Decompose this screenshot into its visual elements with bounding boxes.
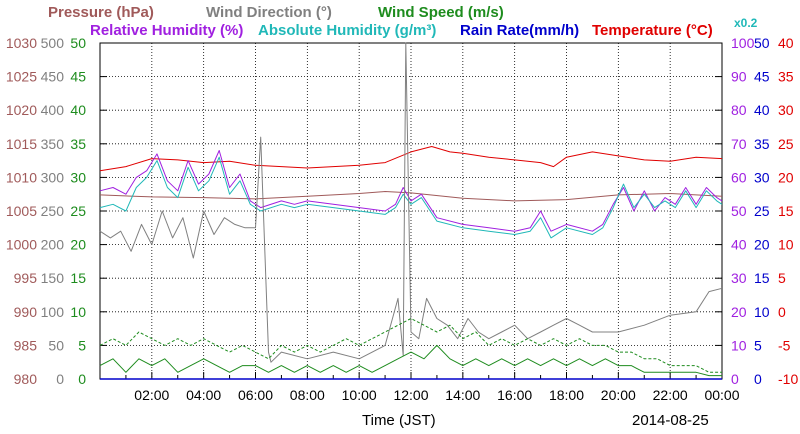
temp-tick-label: -5 [778,337,791,353]
wind_speed-tick-label: 40 [70,102,86,118]
rh-tick-label: 0 [731,371,739,387]
wind_direction-tick-label: 0 [56,371,64,387]
rain-tick-label: 0 [754,371,762,387]
temp-tick-label: 5 [778,270,786,286]
series-wind_direction [99,42,723,363]
wind_speed-tick-label: 30 [70,169,86,185]
legend-rh: Relative Humidity (%) [90,22,243,39]
temp-tick-label: 10 [778,237,794,253]
rain-tick-label: 45 [754,69,770,85]
x-tick-label: 22:00 [653,387,688,403]
legend-rain: Rain Rate(mm/h) [460,22,579,39]
legend-ah: Absolute Humidity (g/m³) [258,22,436,39]
wind_direction-tick-label: 150 [41,270,65,286]
wind_speed-tick-label: 20 [70,237,86,253]
pressure-tick-label: 1015 [6,136,37,152]
x-tick-label: 06:00 [238,387,273,403]
rh-tick-label: 50 [731,203,747,219]
wind_speed-tick-label: 25 [70,203,86,219]
pressure-tick-label: 980 [14,371,38,387]
date-label: 2014-08-25 [632,412,709,429]
rain-tick-label: 10 [754,304,770,320]
rh-tick-label: 60 [731,169,747,185]
wind_direction-tick-label: 300 [41,169,65,185]
rain-tick-label: 15 [754,270,770,286]
rh-tick-label: 10 [731,337,747,353]
temp-tick-label: 0 [778,304,786,320]
wind_direction-tick-label: 100 [41,304,65,320]
rh-tick-label: 40 [731,237,747,253]
grid [100,43,722,379]
pressure-tick-label: 1005 [6,203,37,219]
pressure-tick-label: 995 [14,270,38,286]
rh-tick-label: 20 [731,304,747,320]
rh-tick-label: 80 [731,102,747,118]
x-tick-label: 20:00 [601,387,636,403]
temp-tick-label: 25 [778,136,794,152]
pressure-tick-label: 1000 [6,237,37,253]
wind_speed-tick-label: 0 [78,371,86,387]
legend-temp: Temperature (°C) [592,22,713,39]
series-group [99,42,723,380]
legend-wind-direction: Wind Direction (°) [206,4,332,21]
rain-tick-label: 50 [754,35,770,51]
wind_speed-tick-label: 45 [70,69,86,85]
x-tick-label: 16:00 [497,387,532,403]
rain-tick-label: 25 [754,203,770,219]
legend-ah-scale: x0.2 [734,16,758,30]
wind_speed-tick-label: 35 [70,136,86,152]
pressure-tick-label: 1020 [6,102,37,118]
x-tick-label: 00:00 [704,387,739,403]
series-pressure [99,191,723,202]
pressure-tick-label: 985 [14,337,38,353]
temp-tick-label: 30 [778,102,794,118]
legend-wind-speed: Wind Speed (m/s) [378,4,504,21]
pressure-tick-label: 1030 [6,35,37,51]
rain-tick-label: 20 [754,237,770,253]
rh-tick-label: 70 [731,136,747,152]
temp-tick-label: -10 [778,371,798,387]
temp-tick-label: 35 [778,69,794,85]
temp-tick-label: 15 [778,203,794,219]
temp-tick-label: 40 [778,35,794,51]
wind_direction-tick-label: 500 [41,35,65,51]
rain-tick-label: 35 [754,136,770,152]
x-tick-label: 12:00 [393,387,428,403]
series-wind_speed [99,344,722,377]
legend-pressure: Pressure (hPa) [48,4,154,21]
rh-tick-label: 30 [731,270,747,286]
x-tick-label: 10:00 [342,387,377,403]
wind_direction-tick-label: 450 [41,69,65,85]
wind_direction-tick-label: 200 [41,237,65,253]
x-axis-label: Time (JST) [362,412,436,429]
wind_direction-tick-label: 400 [41,102,65,118]
x-tick-label: 14:00 [445,387,480,403]
wind_speed-tick-label: 15 [70,270,86,286]
x-tick-label: 18:00 [549,387,584,403]
wind_speed-tick-label: 10 [70,304,86,320]
x-tick-label: 08:00 [290,387,325,403]
rh-tick-label: 90 [731,69,747,85]
wind_direction-tick-label: 50 [48,337,64,353]
tick-labels: 02:00 04:00 06:00 08:00 10:00 12:00 14:00 16:00… [6,35,799,403]
rh-tick-label: 100 [731,35,755,51]
pressure-tick-label: 1010 [6,169,37,185]
x-tick-label: 02:00 [134,387,169,403]
wind_speed-tick-label: 5 [78,337,86,353]
wind_speed-tick-label: 50 [70,35,86,51]
wind_direction-tick-label: 350 [41,136,65,152]
series-ah [99,156,723,239]
x-tick-label: 04:00 [186,387,221,403]
rain-tick-label: 40 [754,102,770,118]
wind_direction-tick-label: 250 [41,203,65,219]
pressure-tick-label: 1025 [6,69,37,85]
series-temp [99,146,723,172]
series-wind_gust [99,318,722,373]
temp-tick-label: 20 [778,169,794,185]
rain-tick-label: 5 [754,337,762,353]
pressure-tick-label: 990 [14,304,38,320]
series-rh [99,150,723,232]
rain-tick-label: 30 [754,169,770,185]
